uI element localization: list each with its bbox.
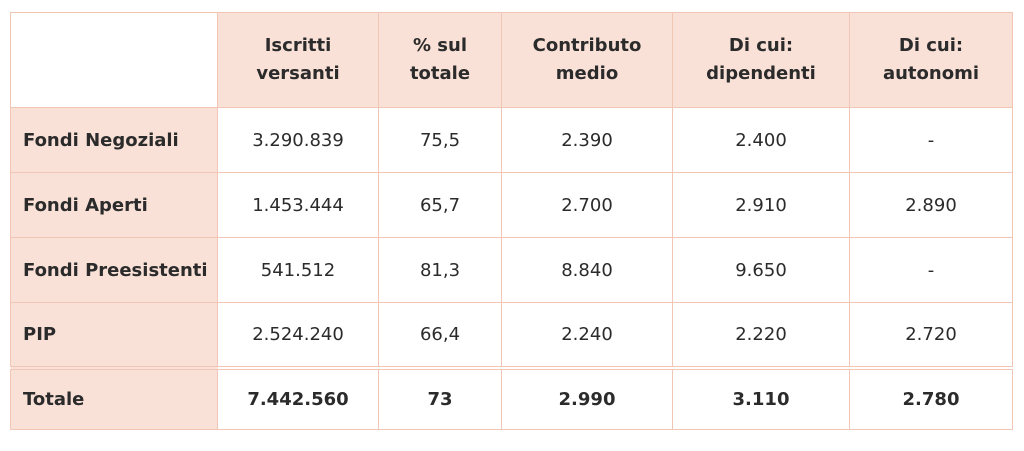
total-cell-contributo-medio: 2.990 <box>501 365 673 430</box>
cell-percent-totale: 75,5 <box>378 107 502 173</box>
column-header-line: autonomi <box>882 63 980 84</box>
table-row-totale: Totale 7.442.560 73 2.990 3.110 2.780 <box>10 365 1013 430</box>
cell-iscritti-versanti: 541.512 <box>217 237 379 303</box>
column-header-line: Iscritti <box>264 35 332 56</box>
row-label: Fondi Aperti <box>10 172 218 238</box>
table-row-fondi-preesistenti: Fondi Preesistenti 541.512 81,3 8.840 9.… <box>10 237 1013 303</box>
column-header-line: % sul <box>413 35 467 56</box>
cell-dipendenti: 2.400 <box>672 107 850 173</box>
table-row-fondi-aperti: Fondi Aperti 1.453.444 65,7 2.700 2.910 … <box>10 172 1013 238</box>
cell-percent-totale: 81,3 <box>378 237 502 303</box>
column-header-contributo-medio: Contributo medio <box>501 12 673 108</box>
cell-contributo-medio: 2.700 <box>501 172 673 238</box>
column-header-dipendenti: Di cui: dipendenti <box>672 12 850 108</box>
row-label: Fondi Negoziali <box>10 107 218 173</box>
column-header-autonomi: Di cui: autonomi <box>849 12 1013 108</box>
table-footer: Totale 7.442.560 73 2.990 3.110 2.780 <box>10 365 1013 430</box>
cell-dipendenti: 2.910 <box>672 172 850 238</box>
total-row-label: Totale <box>10 365 218 430</box>
cell-percent-totale: 65,7 <box>378 172 502 238</box>
total-cell-autonomi: 2.780 <box>849 365 1013 430</box>
cell-percent-totale: 66,4 <box>378 302 502 368</box>
table-header: Iscritti versanti % sul totale Contribut… <box>10 12 1013 108</box>
cell-autonomi: - <box>849 107 1013 173</box>
total-cell-dipendenti: 3.110 <box>672 365 850 430</box>
cell-autonomi: 2.890 <box>849 172 1013 238</box>
table-row-pip: PIP 2.524.240 66,4 2.240 2.220 2.720 <box>10 302 1013 368</box>
cell-iscritti-versanti: 3.290.839 <box>217 107 379 173</box>
column-header-line: Di cui: <box>728 35 794 56</box>
row-label: PIP <box>10 302 218 368</box>
cell-contributo-medio: 2.240 <box>501 302 673 368</box>
table-row-fondi-negoziali: Fondi Negoziali 3.290.839 75,5 2.390 2.4… <box>10 107 1013 173</box>
header-row: Iscritti versanti % sul totale Contribut… <box>10 12 1013 108</box>
column-header-line: medio <box>555 63 619 84</box>
column-header-line: totale <box>409 63 471 84</box>
column-header-percent-totale: % sul totale <box>378 12 502 108</box>
column-header-line: versanti <box>256 63 340 84</box>
cell-contributo-medio: 8.840 <box>501 237 673 303</box>
total-cell-iscritti-versanti: 7.442.560 <box>217 365 379 430</box>
pension-funds-table-container: Iscritti versanti % sul totale Contribut… <box>10 12 1013 430</box>
cell-iscritti-versanti: 1.453.444 <box>217 172 379 238</box>
cell-autonomi: 2.720 <box>849 302 1013 368</box>
cell-dipendenti: 9.650 <box>672 237 850 303</box>
total-cell-percent-totale: 73 <box>378 365 502 430</box>
cell-contributo-medio: 2.390 <box>501 107 673 173</box>
cell-autonomi: - <box>849 237 1013 303</box>
column-header-line: Di cui: <box>898 35 964 56</box>
column-header-iscritti-versanti: Iscritti versanti <box>217 12 379 108</box>
header-corner-cell <box>10 12 218 108</box>
row-label: Fondi Preesistenti <box>10 237 218 303</box>
cell-dipendenti: 2.220 <box>672 302 850 368</box>
column-header-line: dipendenti <box>706 63 816 84</box>
column-header-line: Contributo <box>532 35 642 56</box>
table-body: Fondi Negoziali 3.290.839 75,5 2.390 2.4… <box>10 107 1013 368</box>
cell-iscritti-versanti: 2.524.240 <box>217 302 379 368</box>
pension-funds-table: Iscritti versanti % sul totale Contribut… <box>10 12 1013 430</box>
